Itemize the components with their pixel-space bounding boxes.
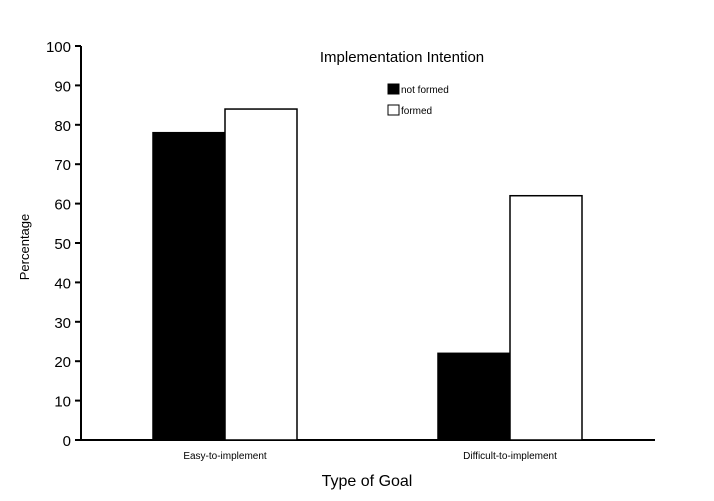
legend-label: not formed [401,85,449,96]
y-tick-label: 40 [54,275,71,292]
x-tick-label: Easy-to-implement [183,451,267,462]
legend-swatch [387,104,400,116]
y-tick-label: 70 [54,157,71,174]
bar-not-formed-1 [437,352,511,441]
y-tick-label: 50 [54,236,71,253]
y-axis: 0 10 20 30 40 50 60 70 80 90 100 [46,39,82,450]
bars-group [152,108,583,441]
y-axis-label: Percentage [17,214,32,281]
y-tick-label: 0 [63,433,71,450]
y-tick-label: 60 [54,197,71,214]
y-tick-label: 30 [54,315,71,332]
bar-formed-1 [509,194,583,441]
y-tick-label: 90 [54,78,71,95]
y-tick-label: 80 [54,118,71,135]
x-axis: Easy-to-implement Difficult-to-implement [81,439,655,462]
bar-formed-0 [224,108,298,441]
legend-swatch [387,83,400,95]
x-axis-label: Type of Goal [322,473,413,490]
x-tick-label: Difficult-to-implement [463,451,557,462]
legend-label: formed [401,106,432,117]
y-tick-label: 10 [54,394,71,411]
y-tick-label: 100 [46,39,71,56]
y-tick-label: 20 [54,354,71,371]
bar-not-formed-0 [152,131,226,441]
legend: not formed formed [387,83,449,117]
chart-title: Implementation Intention [320,49,484,66]
